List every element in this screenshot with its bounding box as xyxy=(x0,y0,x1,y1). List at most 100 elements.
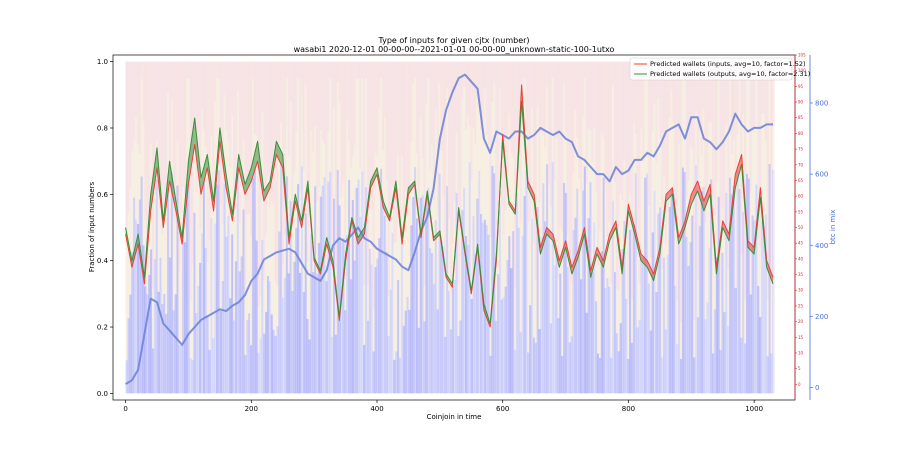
bg-bar-pink xyxy=(772,61,775,127)
bg-bar-yellow xyxy=(510,152,513,269)
bg-bar-blue xyxy=(214,223,217,394)
bg-bar-pink xyxy=(242,61,245,141)
bg-bar-yellow xyxy=(547,185,551,229)
bg-bar-yellow xyxy=(559,227,562,274)
bg-bar-pink xyxy=(229,61,232,167)
bg-bar-pink xyxy=(400,61,404,157)
legend-label-inputs: Predicted wallets (inputs, avg=10, facto… xyxy=(650,60,806,68)
bg-bar-yellow xyxy=(285,78,289,177)
bg-bar-blue xyxy=(770,353,773,394)
bg-bar-pink xyxy=(695,61,698,112)
bg-bar-pink xyxy=(225,61,228,131)
bg-bar-pink xyxy=(176,61,179,142)
bg-bar-yellow xyxy=(691,148,694,216)
bg-bar-yellow xyxy=(725,124,728,193)
x-tick-label: 0 xyxy=(123,405,127,413)
bg-bar-blue xyxy=(578,251,581,394)
y3-tick-label: 100 xyxy=(798,68,806,73)
bg-bar-yellow xyxy=(291,217,294,291)
bg-bar-blue xyxy=(695,165,698,394)
bg-bar-blue xyxy=(566,267,570,394)
bg-bar-yellow xyxy=(531,107,534,220)
bg-bar-yellow xyxy=(133,140,136,198)
bg-bar-yellow xyxy=(180,212,183,345)
bg-bar-yellow xyxy=(267,175,270,277)
bg-bar-pink xyxy=(621,61,624,200)
y2-tick-label: 0 xyxy=(815,384,819,392)
bg-bar-yellow xyxy=(282,264,285,298)
bg-bar-pink xyxy=(713,61,717,216)
bg-bar-blue xyxy=(591,272,594,394)
bg-bar-pink xyxy=(136,61,140,145)
bg-bar-blue xyxy=(231,234,234,394)
bg-bar-blue xyxy=(689,242,692,394)
bg-bar-pink xyxy=(583,61,586,79)
bg-bar-yellow xyxy=(455,132,458,193)
bg-bar-blue xyxy=(421,195,424,394)
bg-bar-blue xyxy=(532,337,536,394)
bg-bar-pink xyxy=(238,61,241,222)
bg-bar-pink xyxy=(721,61,724,208)
y2-tick-label: 800 xyxy=(815,100,828,108)
bg-bar-pink xyxy=(253,61,256,134)
fill-between xyxy=(647,260,654,281)
bg-bar-pink xyxy=(651,61,654,132)
bg-bar-pink xyxy=(180,61,183,213)
bg-bar-pink xyxy=(274,61,277,282)
bg-bar-pink xyxy=(647,61,651,206)
bg-bar-pink xyxy=(480,61,483,130)
bg-bar-yellow xyxy=(127,212,130,319)
bg-bar-pink xyxy=(204,61,207,147)
bg-bar-yellow xyxy=(687,180,690,266)
bg-bar-pink xyxy=(691,61,694,149)
bg-bar-yellow xyxy=(263,280,266,334)
bg-bar-pink xyxy=(244,61,247,293)
bg-bar-blue xyxy=(150,249,153,394)
bg-bar-pink xyxy=(276,61,279,286)
bg-bar-yellow xyxy=(338,102,341,206)
bg-bar-blue xyxy=(136,224,140,394)
bg-bar-blue xyxy=(127,318,130,394)
bg-bar-blue xyxy=(738,189,741,394)
bg-bar-blue xyxy=(672,194,675,394)
bg-bar-pink xyxy=(406,61,409,219)
bg-bar-blue xyxy=(478,170,481,394)
fill-between xyxy=(691,181,698,205)
bg-bar-pink xyxy=(638,61,641,284)
bg-bar-blue xyxy=(193,212,196,394)
bg-bar-yellow xyxy=(283,235,287,278)
bg-bar-blue xyxy=(310,233,313,394)
bg-bar-blue xyxy=(365,187,368,394)
fill-between xyxy=(546,227,553,241)
bg-bar-yellow xyxy=(525,129,528,171)
bg-bar-blue xyxy=(500,299,504,394)
bg-bar-blue xyxy=(580,279,583,394)
fill-between xyxy=(735,154,742,188)
y3-tick-label: 40 xyxy=(798,256,804,261)
bg-bar-pink xyxy=(734,61,737,178)
bg-bar-yellow xyxy=(568,303,571,343)
y3-tick-label: 10 xyxy=(798,350,804,355)
bg-bar-yellow xyxy=(300,97,304,167)
bg-bar-yellow xyxy=(268,206,272,282)
bg-bar-yellow xyxy=(125,235,128,361)
bg-bar-blue xyxy=(742,212,745,394)
bg-bar-yellow xyxy=(646,78,649,174)
bg-bar-yellow xyxy=(495,263,498,321)
bg-bar-blue xyxy=(331,336,334,394)
bg-bar-blue xyxy=(253,169,256,394)
bg-bar-pink xyxy=(736,61,739,134)
bg-bar-yellow xyxy=(231,114,234,235)
bg-bar-yellow xyxy=(668,117,671,207)
bg-bar-pink xyxy=(764,61,768,142)
bg-bar-yellow xyxy=(165,190,168,314)
bg-bar-blue xyxy=(702,186,705,394)
bg-bar-pink xyxy=(623,61,626,160)
bg-bar-blue xyxy=(529,305,532,394)
bg-bar-yellow xyxy=(589,130,592,183)
bg-bar-blue xyxy=(768,164,771,394)
bg-bar-blue xyxy=(221,280,224,394)
bg-bar-yellow xyxy=(176,141,179,186)
bg-bar-pink xyxy=(534,61,537,281)
bg-bar-pink xyxy=(351,61,355,157)
